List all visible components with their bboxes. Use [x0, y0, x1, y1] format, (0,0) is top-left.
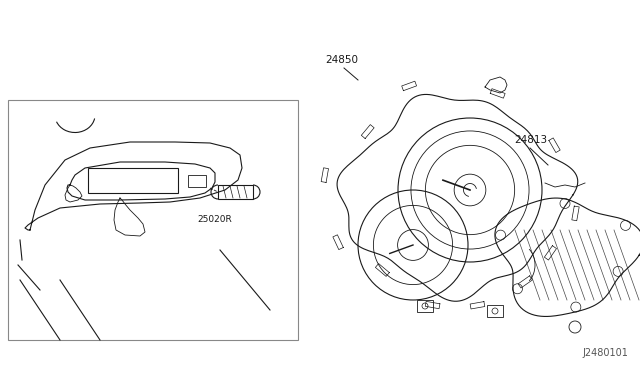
Bar	[88, 168, 178, 193]
Bar	[8, 100, 298, 340]
Bar	[218, 185, 253, 199]
Bar	[417, 300, 433, 312]
Text: 24850: 24850	[325, 55, 358, 65]
Bar	[487, 305, 503, 317]
Text: J2480101: J2480101	[582, 348, 628, 358]
Bar	[188, 175, 206, 187]
Text: 24813: 24813	[514, 135, 547, 145]
Text: 25020R: 25020R	[198, 215, 232, 224]
